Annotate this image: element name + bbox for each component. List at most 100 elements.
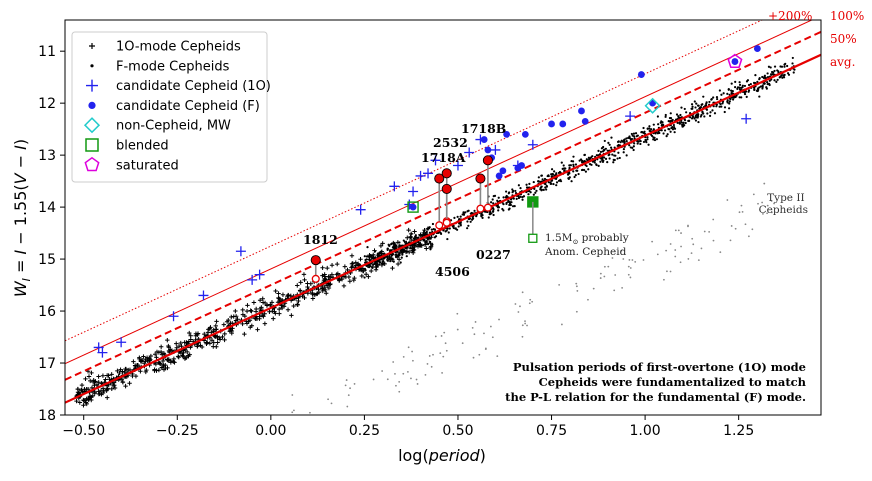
o1-mode-point [122, 369, 127, 375]
o1-mode-point [81, 403, 86, 408]
f-mode-point [664, 113, 667, 117]
o1-mode-point [366, 274, 371, 279]
o1-mode-point [425, 226, 431, 231]
f-mode-point [582, 168, 586, 172]
o1-mode-point [320, 273, 325, 278]
x-tick-label: −0.50 [62, 423, 105, 439]
o1-mode-point [74, 398, 79, 404]
candidate-1o-point [741, 113, 752, 124]
o1-mode-point [262, 321, 268, 326]
f-mode-point [493, 194, 497, 197]
o1-mode-point [277, 306, 282, 312]
o1-mode-point [302, 295, 307, 301]
candidate-1o-point [490, 144, 501, 155]
o1-mode-point [204, 340, 209, 345]
f-mode-point [608, 153, 611, 156]
f-mode-point [786, 72, 790, 75]
o1-mode-point [423, 231, 428, 237]
o1-mode-point [231, 314, 236, 319]
f-mode-point [640, 130, 644, 134]
typeII-point [529, 298, 532, 301]
o1-mode-point [380, 260, 385, 266]
o1-mode-point [92, 379, 97, 385]
f-mode-point [574, 163, 578, 166]
f-mode-point [598, 153, 602, 156]
f-mode-point [706, 112, 709, 115]
typeII-point [474, 321, 477, 323]
f-mode-point [406, 246, 409, 249]
o1-mode-point [104, 373, 110, 378]
o1-mode-point [335, 261, 340, 267]
typeII-point [766, 204, 769, 207]
y-axis-label: WI = I − 1.55(V − I) [11, 139, 33, 297]
f-mode-point [376, 260, 379, 263]
o1-mode-point [159, 365, 164, 370]
f-mode-point [691, 107, 694, 110]
f-mode-point [428, 226, 431, 229]
o1-mode-point [262, 311, 267, 317]
f-mode-point [550, 168, 554, 171]
o1-mode-point [207, 326, 212, 331]
typeII-point [521, 335, 524, 338]
f-mode-point [534, 191, 537, 194]
o1-mode-point [358, 257, 363, 262]
f-mode-point [470, 218, 474, 221]
f-mode-point [650, 128, 653, 131]
f-mode-point [652, 138, 655, 141]
typeII-point [524, 322, 527, 325]
o1-mode-point [115, 368, 120, 374]
typeII-point [386, 378, 389, 381]
offset-line-avg [65, 53, 821, 404]
o1-mode-point [240, 321, 245, 327]
typeII-point [349, 387, 351, 390]
f-mode-point [757, 88, 760, 91]
f-mode-point [576, 169, 579, 172]
o1-mode-point [215, 340, 220, 345]
o1-mode-point [368, 268, 374, 274]
x-tick-label: 0.00 [255, 423, 286, 439]
f-mode-point [552, 182, 555, 186]
highlight-corrected-point [483, 203, 492, 212]
f-mode-point [773, 79, 776, 82]
typeII-point [560, 323, 563, 326]
f-mode-point [599, 160, 602, 163]
f-mode-point [525, 186, 529, 189]
typeII-point [680, 245, 682, 248]
f-mode-point [766, 72, 769, 75]
typeII-point [576, 290, 579, 292]
f-mode-point [642, 126, 645, 130]
o1-mode-point [312, 292, 318, 298]
f-mode-point [599, 150, 603, 153]
f-mode-point [768, 82, 771, 85]
f-mode-point [514, 189, 517, 193]
o1-mode-point [109, 372, 114, 377]
typeII-point [426, 363, 429, 365]
typeII-point [651, 240, 654, 243]
o1-mode-point [316, 287, 321, 292]
typeII-point [757, 202, 759, 205]
o1-mode-point [207, 341, 213, 346]
f-mode-point [679, 113, 682, 117]
o1-mode-point [401, 248, 407, 253]
o1-mode-point [329, 272, 335, 277]
f-mode-point [568, 172, 571, 175]
o1-mode-point [100, 386, 106, 391]
f-mode-point [606, 161, 609, 164]
o1-mode-point [325, 265, 330, 271]
y-tick-label: 11 [38, 44, 56, 60]
y-tick-label: 15 [38, 252, 56, 268]
typeII-point [634, 260, 637, 263]
f-mode-point [613, 146, 616, 149]
o1-mode-point [187, 352, 192, 357]
f-mode-point [672, 123, 675, 127]
o1-mode-point [396, 257, 402, 262]
o1-mode-point [375, 262, 381, 268]
typeII-point [719, 251, 722, 254]
legend-label: blended [116, 139, 169, 154]
o1-mode-point [138, 358, 143, 364]
typeII-point [740, 204, 743, 207]
f-mode-point [537, 176, 540, 179]
o1-mode-point [127, 367, 133, 373]
typeII-point [344, 384, 347, 387]
